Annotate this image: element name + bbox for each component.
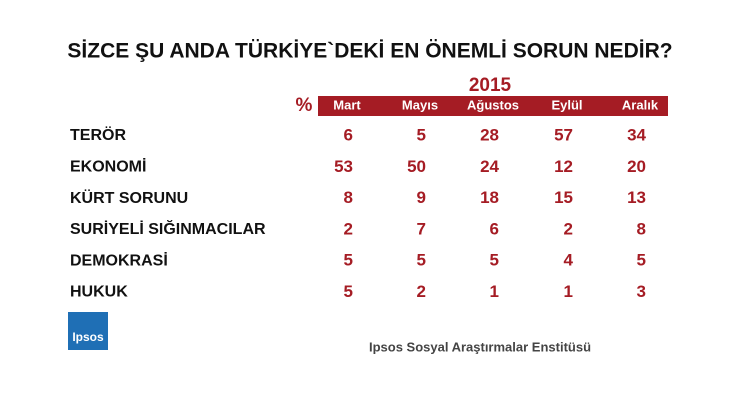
cell: 34 <box>627 125 646 144</box>
cell: 1 <box>564 282 573 301</box>
cell: 18 <box>480 188 499 207</box>
row-label: EKONOMİ <box>70 158 146 176</box>
cell: 9 <box>417 188 426 207</box>
cell: 57 <box>554 125 573 144</box>
title: SİZCE ŞU ANDA TÜRKİYE`DEKİ EN ÖNEMLİ SOR… <box>67 40 672 63</box>
cell: 5 <box>344 282 353 301</box>
column-header: Mart <box>333 97 361 112</box>
unit: % <box>296 95 313 116</box>
cell: 5 <box>417 125 426 144</box>
cell: 8 <box>637 219 646 238</box>
row-label: TERÖR <box>70 125 126 144</box>
cell: 3 <box>637 282 646 301</box>
cell: 5 <box>344 251 353 270</box>
cell: 2 <box>564 219 573 238</box>
cell: 13 <box>627 188 646 207</box>
footer: Ipsos Sosyal Araştırmalar Enstitüsü <box>369 339 591 354</box>
logo: Ipsos <box>72 330 104 344</box>
row-label: HUKUK <box>70 284 128 301</box>
row-label: DEMOKRASİ <box>70 251 168 269</box>
cell: 53 <box>334 157 353 176</box>
cell: 6 <box>490 219 499 238</box>
row-label: SURİYELİ SIĞINMACILAR <box>70 219 266 238</box>
cell: 5 <box>417 251 426 270</box>
cell: 7 <box>417 219 426 238</box>
column-header: Eylül <box>551 97 582 112</box>
cell: 12 <box>554 157 573 176</box>
column-header: Aralık <box>622 97 659 112</box>
column-header: Mayıs <box>402 97 438 112</box>
cell: 2 <box>417 282 426 301</box>
cell: 6 <box>344 125 353 144</box>
cell: 5 <box>637 251 646 270</box>
column-header: Ağustos <box>467 97 519 112</box>
cell: 28 <box>480 125 499 144</box>
cell: 8 <box>344 188 353 207</box>
cell: 50 <box>407 157 426 176</box>
logo-box <box>68 312 108 350</box>
cell: 5 <box>490 251 499 270</box>
year: 2015 <box>469 75 512 96</box>
row-label: KÜRT SORUNU <box>70 188 188 207</box>
header-bar <box>318 96 668 116</box>
cell: 4 <box>564 251 574 270</box>
cell: 15 <box>554 188 573 207</box>
cell: 2 <box>344 219 353 238</box>
cell: 20 <box>627 157 646 176</box>
cell: 1 <box>490 282 499 301</box>
cell: 24 <box>480 157 499 176</box>
